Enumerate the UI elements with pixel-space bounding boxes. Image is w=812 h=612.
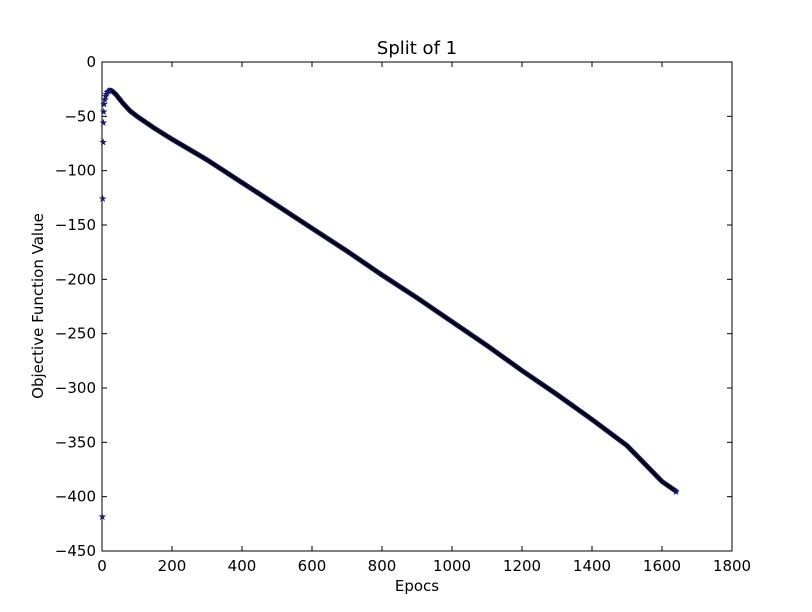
chart-title: Split of 1 <box>377 38 457 59</box>
y-tick-label: −300 <box>55 379 96 397</box>
y-tick-label: 0 <box>86 53 96 71</box>
x-tick-label: 1200 <box>503 557 541 575</box>
data-point: ★ <box>103 87 112 98</box>
x-tick-label: 1600 <box>643 557 681 575</box>
y-tick-label: −450 <box>55 542 96 560</box>
y-tick-label: −250 <box>55 325 96 343</box>
data-point: ★ <box>98 194 107 205</box>
y-tick-label: −150 <box>55 216 96 234</box>
data-point: ★ <box>100 99 109 110</box>
data-point: ★ <box>100 95 109 106</box>
y-tick-label: −350 <box>55 433 96 451</box>
data-point: ★ <box>99 137 108 148</box>
data-point: ★ <box>101 92 110 103</box>
data-point: ★ <box>102 90 111 101</box>
x-tick-label: 400 <box>228 557 257 575</box>
data-point: ★ <box>98 512 107 523</box>
y-tick-label: −200 <box>55 270 96 288</box>
ticks-layer: 0 200 400 600 800 1000 1200 1400 1600 1800 0 −50 −10… <box>55 53 751 575</box>
x-axis-label: Epocs <box>395 577 439 595</box>
y-tick-label: −50 <box>64 107 96 125</box>
x-tick-label: 1400 <box>573 557 611 575</box>
y-tick-label: −100 <box>55 162 96 180</box>
y-tick-label: −400 <box>55 488 96 506</box>
x-tick-label: 0 <box>97 557 107 575</box>
data-point: ★ <box>99 118 108 129</box>
data-point: ★ <box>104 86 113 97</box>
x-tick-label: 1000 <box>433 557 471 575</box>
series-layer: ★★★★★★★★★★★★ <box>98 86 681 523</box>
x-tick-label: 1800 <box>713 557 751 575</box>
y-axis-label: Objective Function Value <box>29 213 47 399</box>
series-line-core <box>109 89 677 493</box>
plot-area <box>101 61 733 552</box>
x-tick-label: 800 <box>368 557 397 575</box>
data-point: ★ <box>672 487 681 498</box>
x-tick-label: 600 <box>298 557 327 575</box>
data-point: ★ <box>99 107 108 118</box>
x-tick-label: 200 <box>158 557 187 575</box>
